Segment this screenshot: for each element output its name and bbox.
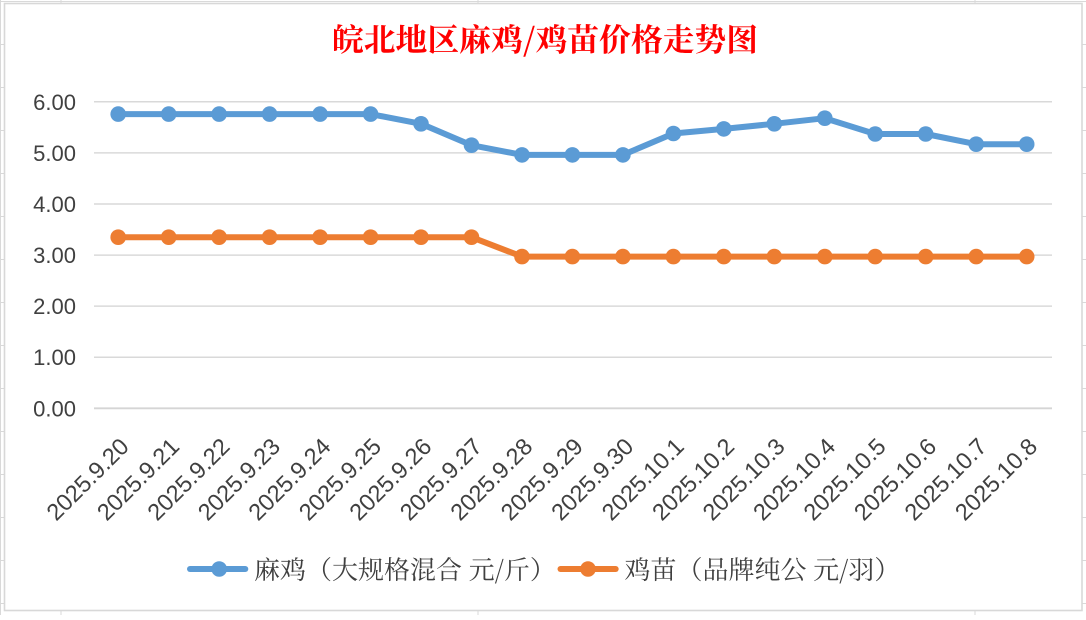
svg-text:6.00: 6.00 [33, 90, 76, 115]
svg-text:4.00: 4.00 [33, 192, 76, 217]
svg-text:2.00: 2.00 [33, 294, 76, 319]
svg-text:3.00: 3.00 [33, 243, 76, 268]
svg-text:1.00: 1.00 [33, 345, 76, 370]
svg-text:0.00: 0.00 [33, 396, 76, 421]
svg-text:5.00: 5.00 [33, 141, 76, 166]
